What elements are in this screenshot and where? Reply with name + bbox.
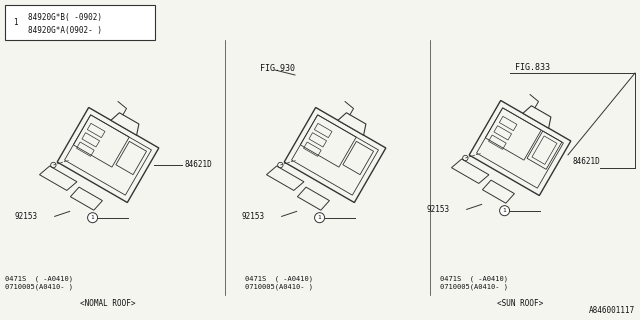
- Polygon shape: [523, 106, 551, 128]
- Text: 92153: 92153: [242, 212, 265, 221]
- Polygon shape: [111, 113, 139, 135]
- Circle shape: [88, 213, 97, 223]
- Bar: [5, 5, 155, 40]
- Text: 1: 1: [317, 215, 321, 220]
- Text: 0471S  ( -A0410): 0471S ( -A0410): [245, 275, 313, 282]
- Circle shape: [8, 15, 22, 29]
- Text: 92153: 92153: [427, 205, 450, 214]
- Text: 1: 1: [502, 208, 506, 213]
- Polygon shape: [298, 187, 330, 210]
- Text: 84621D: 84621D: [184, 160, 212, 169]
- Polygon shape: [57, 108, 159, 203]
- Text: 84920G*A(0902- ): 84920G*A(0902- ): [28, 26, 102, 35]
- Circle shape: [315, 213, 324, 223]
- Text: 0710005(A0410- ): 0710005(A0410- ): [440, 284, 508, 291]
- Text: 1: 1: [13, 18, 17, 27]
- Text: <SUN ROOF>: <SUN ROOF>: [497, 299, 543, 308]
- Text: 84621D: 84621D: [572, 157, 600, 166]
- Polygon shape: [451, 159, 489, 183]
- Text: FIG.833: FIG.833: [515, 63, 550, 72]
- Polygon shape: [70, 187, 102, 210]
- Text: 0471S  ( -A0410): 0471S ( -A0410): [440, 275, 508, 282]
- Text: 92153: 92153: [15, 212, 38, 221]
- Text: FIG.930: FIG.930: [260, 63, 295, 73]
- Polygon shape: [284, 108, 386, 203]
- Polygon shape: [338, 113, 366, 135]
- Text: 0471S  ( -A0410): 0471S ( -A0410): [5, 275, 73, 282]
- Text: A846001117: A846001117: [589, 306, 635, 315]
- Polygon shape: [483, 180, 515, 203]
- Polygon shape: [40, 166, 77, 190]
- Text: 84920G*B( -0902): 84920G*B( -0902): [28, 13, 102, 22]
- Circle shape: [500, 206, 509, 216]
- Text: <NOMAL ROOF>: <NOMAL ROOF>: [80, 299, 136, 308]
- Text: 0710005(A0410- ): 0710005(A0410- ): [5, 284, 73, 291]
- Text: 1: 1: [91, 215, 95, 220]
- Text: 0710005(A0410- ): 0710005(A0410- ): [245, 284, 313, 291]
- Polygon shape: [469, 100, 571, 196]
- Polygon shape: [266, 166, 304, 190]
